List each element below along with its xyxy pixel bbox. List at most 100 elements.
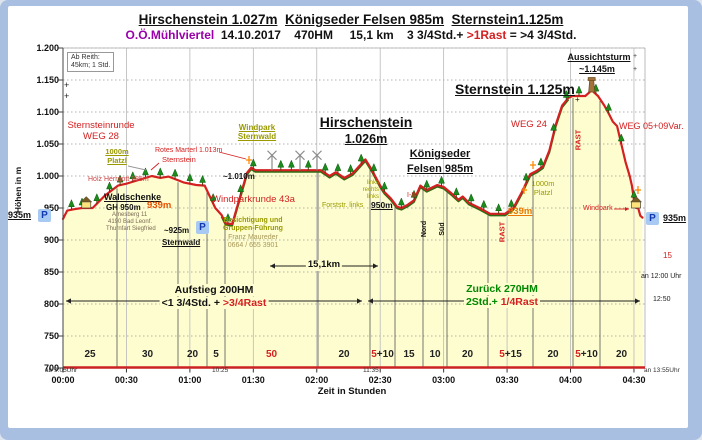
tree-icon: [575, 85, 583, 94]
chart-title: Hirschenstein 1.027m Königseder Felsen 9…: [139, 12, 564, 28]
arrowhead: [373, 263, 378, 269]
tower-icon: [588, 79, 596, 93]
tree-icon: [410, 189, 418, 198]
x-subtime-label: 11:35: [363, 367, 379, 374]
pointer-arrowhead: [625, 207, 629, 211]
x-tick-label: 01:30: [241, 375, 265, 385]
tree-icon: [381, 181, 388, 190]
title-part: Sternstein1.125m: [451, 12, 564, 27]
tree-icon: [522, 172, 530, 181]
label-1010m: ~1.010m: [223, 172, 255, 181]
subtitle-part: O.Ö.Mühlviertel: [125, 28, 215, 42]
segment-minutes-span: 5: [213, 349, 219, 360]
label-windpark-right: Windpark: [583, 205, 613, 212]
house-icon: [81, 201, 92, 209]
label-sternsteinrunde: Sternsteinrunde WEG 28: [67, 120, 135, 142]
x-tick-label: 04:00: [559, 375, 583, 385]
x-subtime-label: an 13:55Uhr: [644, 367, 680, 374]
text-span: 1/4Rast: [500, 296, 539, 308]
y-tick-label: 850: [43, 266, 59, 277]
arrowhead: [635, 298, 640, 304]
x-tick-label: 03:30: [495, 375, 519, 385]
tree-icon: [304, 159, 312, 168]
segment-minutes-span: 20: [615, 349, 628, 360]
label-1250: 12:50: [653, 296, 671, 303]
house-icon: [631, 201, 641, 209]
tree-icon: [452, 187, 460, 196]
label-forststr: Forststr. links: [322, 202, 364, 209]
label-an-1200: an 12:00 Uhr: [641, 273, 682, 280]
tree-icon: [199, 174, 206, 183]
tree-icon: [617, 133, 625, 142]
segment-minutes-span: +10: [376, 349, 394, 360]
label-939m-1: 939m: [147, 200, 172, 211]
segment-minutes-span: 30: [141, 349, 154, 360]
house-icon: [629, 196, 643, 203]
segment-minutes: 50: [266, 349, 277, 360]
tree-icon: [106, 181, 113, 190]
x-subtime-label: 10:25: [212, 367, 229, 374]
label-sternstein-pointer: Sternstein: [162, 155, 196, 164]
label-zurueck-zeit: 2Std.+ 1/4Rast: [463, 296, 541, 309]
arrowhead: [66, 298, 71, 304]
house-icon: [80, 196, 93, 203]
label-950m: 950m: [371, 200, 393, 210]
tree-icon: [467, 193, 475, 202]
tree-icon: [288, 159, 295, 168]
tree-icon: [438, 175, 445, 184]
label-waldschenke: Waldschenke: [104, 192, 162, 202]
tree-icon: [537, 157, 545, 166]
label-zurueck: Zurück 270HM: [464, 283, 540, 296]
tree-icon: [93, 193, 101, 201]
label-thurnfart: Thurnfart Siegfried: [106, 226, 156, 232]
x-tick-label: 00:00: [51, 375, 75, 385]
tree-icon: [370, 162, 378, 171]
segment-minutes-span: 25: [84, 349, 96, 360]
label-gh-950m: GH 950m: [106, 203, 141, 212]
text-span: 2Std.+: [465, 296, 501, 308]
label-935m-left: 935m: [8, 210, 32, 220]
label-1000m-platzl-2: 1000m Platzl: [531, 179, 555, 197]
plus-mark: +: [64, 91, 70, 101]
x-subtime-label: ab 9:05Uhr: [45, 367, 78, 374]
tree-icon: [347, 163, 354, 172]
subtitle-part: >4 3/4Std.: [520, 28, 577, 42]
subtitle-part: 470HM: [294, 28, 350, 42]
y-tick-label: 900: [43, 234, 59, 245]
tree-icon: [186, 173, 194, 181]
label-nord: Nord: [420, 220, 428, 238]
label-aussichtsturm: Aussichtsturm: [567, 52, 631, 62]
segment-minutes: 10: [429, 349, 440, 360]
y-tick-label: 950: [43, 202, 59, 213]
label-1026m: 1.026m: [344, 132, 388, 146]
tree-icon: [630, 189, 638, 198]
segment-minutes-span: 20: [461, 349, 474, 360]
title-part: Hirschenstein 1.027m: [138, 12, 278, 27]
y-tick-label: 1.100: [36, 106, 59, 117]
tree-icon: [507, 198, 515, 207]
y-tick-label: 1.150: [36, 74, 59, 85]
label-amesberg: Amesberg 11: [112, 212, 148, 218]
pointer-line: [218, 151, 247, 160]
tree-icon: [156, 167, 164, 176]
segment-minutes: 5+15: [499, 349, 522, 360]
parking-badge: P: [646, 212, 659, 225]
label-aufstieg-zeit: <1 3/4Std. + >3/4Rast: [159, 297, 269, 310]
tree-icon: [249, 158, 257, 167]
label-windpark-sternwald: Windpark Sternwald: [237, 123, 277, 142]
parking-badge: P: [196, 221, 209, 234]
x-tick-label: 00:30: [114, 375, 138, 385]
tree-icon: [550, 122, 557, 131]
y-tick-label: 1.000: [36, 170, 59, 181]
tree-icon: [224, 212, 232, 221]
label-aufstieg: Aufstieg 200HM: [172, 284, 256, 297]
segment-minutes: 5: [213, 349, 219, 360]
segment-minutes: 5+10: [371, 349, 394, 360]
label-939m-2: 939m: [508, 206, 533, 217]
plus-mark-summit: +: [575, 95, 580, 104]
profile-line: [61, 85, 644, 226]
segment-minutes-span: 5: [371, 349, 377, 360]
subtitle-part: 14.10.2017: [214, 28, 295, 42]
label-925m: ~925m: [164, 226, 190, 235]
